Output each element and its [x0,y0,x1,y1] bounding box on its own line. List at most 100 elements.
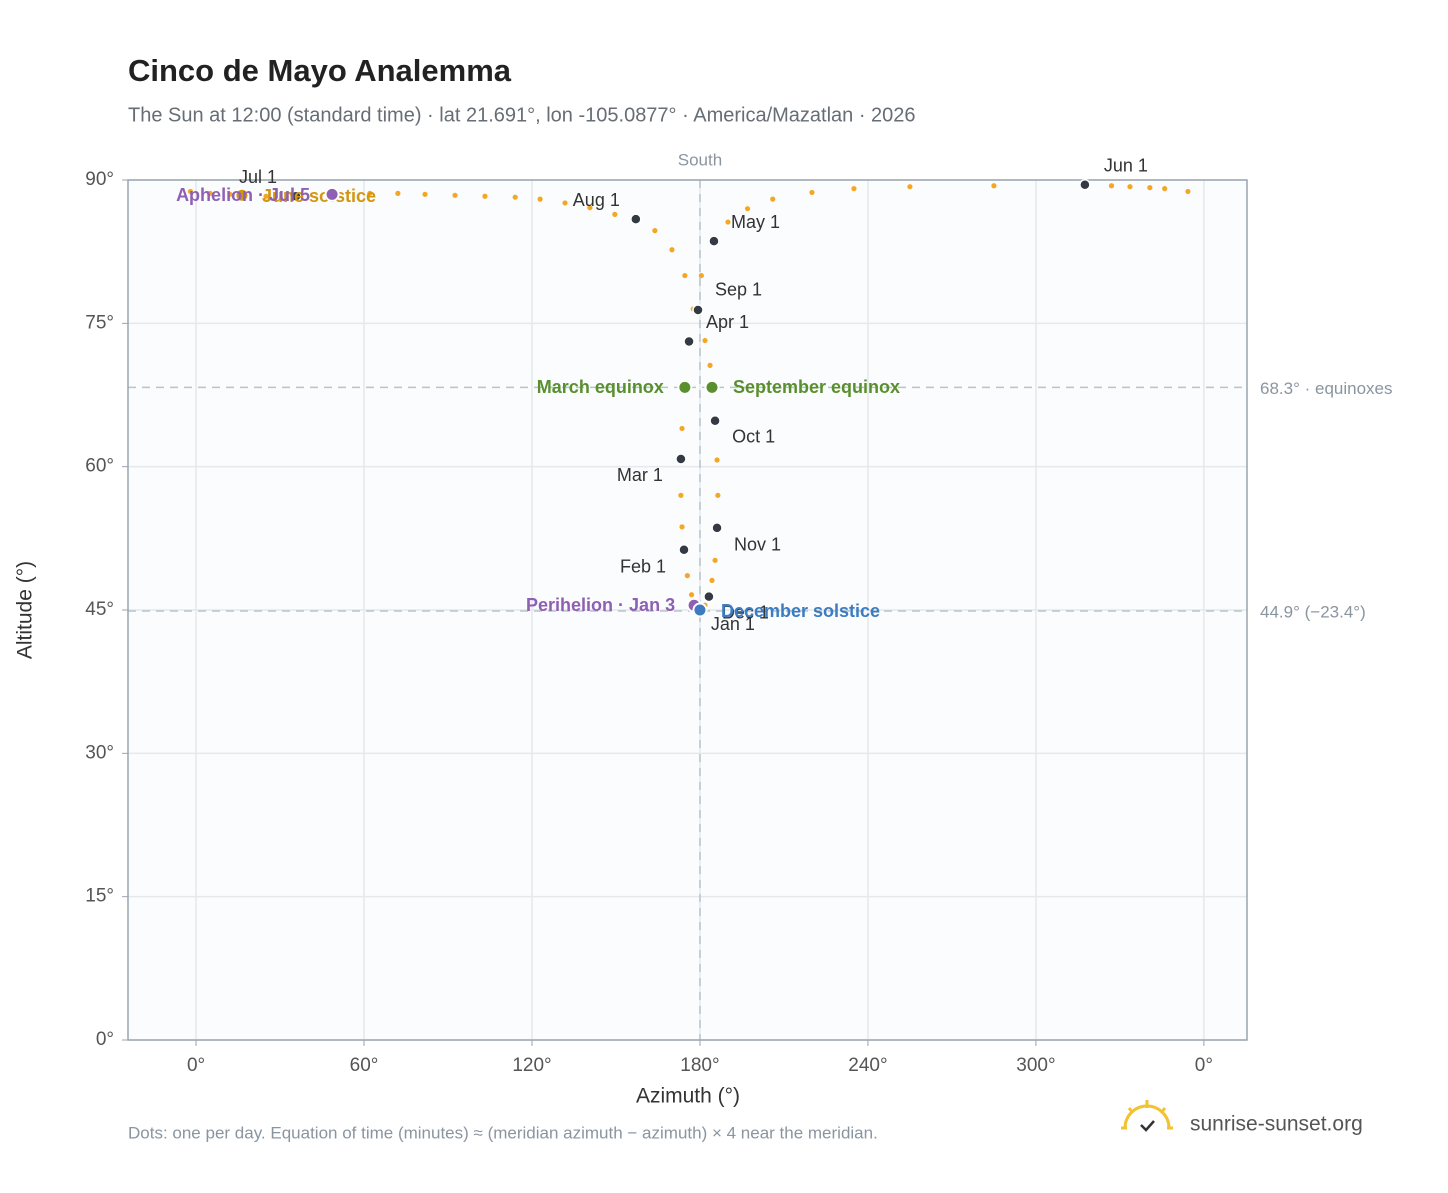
y-tick-label: 0° [96,1029,114,1050]
day-dot [512,194,518,200]
day-dot [744,206,751,212]
day-dot [715,492,721,498]
day-dot [809,189,815,196]
day-dot [1185,188,1191,195]
day-dot [669,247,675,253]
month-label: Feb 1 [620,557,666,577]
y-tick-label: 75° [85,312,114,333]
day-dot [770,196,776,202]
month-label: Apr 1 [706,312,749,332]
meridian-label: South [678,150,722,169]
day-dot [587,205,593,211]
day-dot [207,190,213,196]
day-dot [679,524,685,530]
day-dot [537,196,543,202]
y-tick-label: 90° [85,169,114,190]
day-dot [991,183,997,189]
axes: 0° 60° 120° 180° 240° 300° 0° 0° 15° 30° 45° 60° 75°… [85,169,1213,1076]
day-dot [1162,186,1168,192]
day-dot [684,573,690,579]
month-marker [692,304,704,316]
month-marker [709,415,721,427]
day-dot [907,184,913,190]
month-label: Nov 1 [734,535,781,555]
day-dot [709,577,715,583]
x-tick-label: 0° [1195,1055,1213,1076]
event-marker [324,186,340,202]
day-dot [562,200,568,206]
event-label: June solstice [262,186,376,206]
brand: sunrise-sunset.org [1190,1113,1363,1136]
day-dot [227,191,233,197]
month-label: Oct 1 [732,427,775,447]
day-dot [702,337,708,344]
month-label: Sep 1 [715,280,762,300]
day-dot [263,193,269,199]
day-dot [678,492,684,498]
day-dot [1147,185,1153,191]
y-tick-label: 60° [85,456,114,477]
footnote: Dots: one per day. Equation of time (min… [128,1123,878,1142]
y-tick-label: 45° [85,599,114,620]
day-dot [482,193,488,199]
month-marker [675,453,687,465]
day-dot [707,362,713,368]
day-dot [1108,183,1115,189]
month-marker [630,213,642,225]
day-dot [652,228,658,234]
month-label: Mar 1 [617,465,663,485]
event-label: Aphelion · Jul 5 [176,185,310,205]
month-label: Jun 1 [1104,156,1148,176]
month-marker [711,522,723,534]
event-label: December solstice [721,601,880,621]
x-axis-label: Azimuth (°) [636,1085,740,1108]
month-marker [678,544,690,556]
day-dot [712,557,718,563]
x-tick-label: 60° [350,1055,379,1076]
reference-label: 68.3° · equinoxes [1260,379,1393,398]
month-marker [703,590,715,603]
chart-subtitle: The Sun at 12:00 (standard time) · lat 2… [128,104,916,126]
day-dot [367,190,373,196]
event-marker [234,187,250,203]
month-marker [708,235,720,247]
month-label: Jul 1 [239,167,277,187]
brand-logo [1121,1100,1173,1132]
day-dot [612,211,618,217]
month-marker [290,190,302,202]
day-dot [725,219,731,225]
y-tick-label: 15° [85,886,114,907]
day-dot [688,592,695,598]
month-marker [683,335,695,348]
reference-lines: 68.3° · equinoxes 44.9° (−23.4°) South [128,150,1393,1040]
x-tick-label: 120° [512,1055,551,1076]
x-tick-label: 240° [848,1055,887,1076]
day-dot [422,191,428,197]
x-tick-label: 180° [680,1055,719,1076]
day-dot [187,188,194,195]
event-label: September equinox [733,377,900,397]
event-label: March equinox [537,377,664,397]
month-label: May 1 [731,212,780,232]
month-label: Aug 1 [573,190,620,210]
events: Perihelion · Jan 3 March equinox June sols… [176,185,900,621]
day-dot [1127,184,1133,190]
day-dot [452,192,458,198]
day-dot [698,272,704,279]
y-axis-label: Altitude (°) [14,561,37,659]
month-marker [1079,179,1091,191]
day-dot [851,186,857,192]
y-tick-label: 30° [85,742,114,763]
day-dot [682,272,688,279]
month-markers: Jan 1 Feb 1 Mar 1 Apr 1 May 1 Jun 1 Jul 1 Aug 1… [239,156,1148,634]
event-label: Perihelion · Jan 3 [526,595,675,615]
chart-title: Cinco de Mayo Analemma [128,53,512,88]
event-marker [677,379,693,395]
month-label: Jan 1 [711,614,755,634]
day-dot [679,425,685,432]
event-marker [704,379,720,395]
x-tick-label: 0° [187,1055,205,1076]
day-dot [714,457,720,463]
month-label: Dec 1 [722,602,769,622]
